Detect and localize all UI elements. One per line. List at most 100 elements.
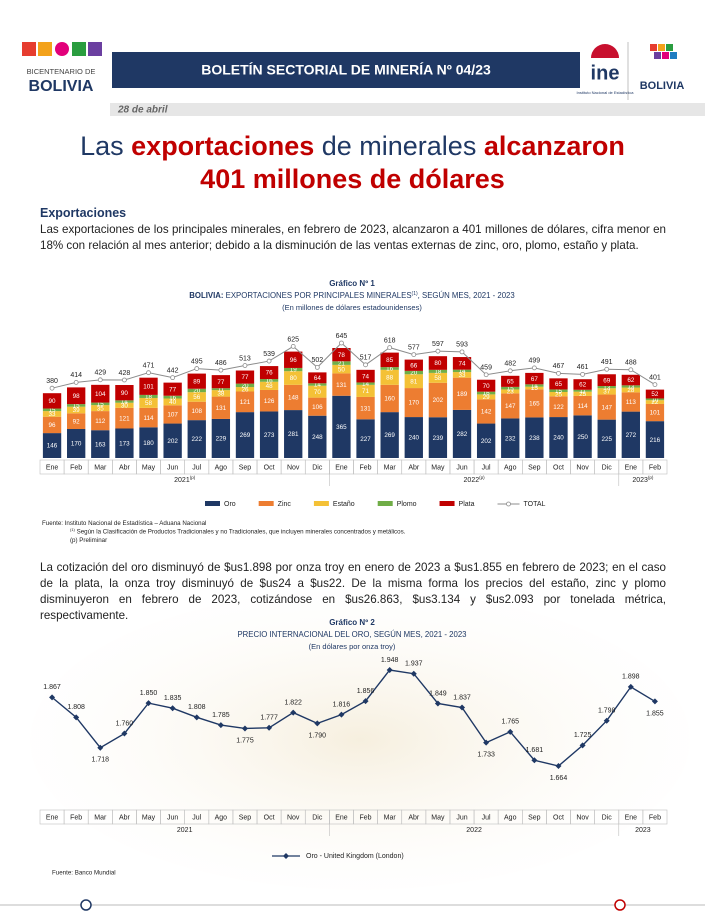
bar-segment — [476, 394, 496, 400]
bar-segment — [501, 389, 520, 394]
x-tick-label: Jun — [456, 814, 467, 821]
segment-label: 14 — [531, 383, 539, 390]
bar-segment — [42, 411, 62, 417]
segment-label: 101 — [143, 383, 154, 390]
total-marker — [387, 345, 393, 351]
x-tick-label: Abr — [119, 464, 131, 471]
bar-segment — [549, 378, 568, 390]
headline-part: 401 millones de dólares — [200, 164, 505, 194]
x-tick-label: Abr — [119, 814, 131, 821]
year-label-note: (p) — [648, 475, 654, 480]
x-tick-label: May — [142, 464, 156, 471]
segment-label: 33 — [49, 411, 57, 418]
total-label: 471 — [143, 363, 155, 370]
year-label: 2023 — [635, 827, 651, 834]
segment-label: 147 — [601, 404, 612, 411]
total-label: 499 — [529, 358, 541, 365]
bar-segment — [42, 433, 62, 458]
total-label: 618 — [384, 337, 396, 344]
segment-label: 202 — [167, 438, 178, 445]
segment-label: 121 — [119, 415, 130, 422]
bar-segment — [163, 395, 182, 399]
bar-segment — [621, 374, 640, 386]
price-marker — [169, 705, 176, 712]
segment-label: 104 — [95, 391, 106, 398]
bar-segment — [308, 415, 327, 458]
year-label: 2021 — [177, 827, 193, 834]
bar-segment — [573, 395, 592, 416]
segment-label: 25 — [579, 391, 587, 398]
segment-label: 25 — [555, 391, 563, 398]
x-tick-label: Abr — [408, 464, 420, 471]
year-label-text: 2021 — [177, 827, 193, 834]
total-line — [51, 342, 656, 389]
bar-segment — [211, 388, 231, 391]
segment-label: 21 — [338, 360, 346, 367]
segment-label: 282 — [457, 431, 468, 438]
bar-segment — [549, 392, 568, 397]
total-marker — [218, 367, 224, 373]
segment-label: 14 — [362, 381, 370, 388]
bar-segment — [452, 377, 472, 410]
total-label: 513 — [239, 355, 251, 362]
bar-segment — [163, 405, 182, 424]
segment-label: 225 — [601, 436, 612, 443]
bar-segment — [67, 429, 86, 458]
bar-segment — [597, 374, 616, 387]
segment-label: 14 — [459, 368, 467, 375]
segment-label: 222 — [191, 436, 202, 443]
x-tick-label: Feb — [70, 814, 82, 821]
source-note-text: (p) Preliminar — [70, 537, 107, 544]
segment-label: 78 — [338, 352, 346, 359]
bar-segment — [42, 408, 62, 412]
segment-label: 30 — [121, 402, 129, 409]
segment-label: 18 — [434, 369, 442, 376]
segment-label: 173 — [119, 440, 130, 447]
x-tick-label: Oct — [264, 464, 275, 471]
bar-segment — [452, 369, 472, 373]
segment-label: 16 — [386, 366, 394, 373]
segment-label: 131 — [336, 382, 347, 389]
price-marker — [531, 757, 538, 764]
price-marker — [193, 714, 200, 721]
x-tick-label: Oct — [553, 464, 564, 471]
source-note: (1) Según la Clasificación de Productos … — [70, 527, 406, 535]
headline-line: 401 millones de dólares — [0, 163, 705, 196]
price-marker — [386, 667, 393, 673]
segment-label: 23 — [507, 389, 515, 396]
total-marker — [507, 368, 513, 374]
x-tick-label: Jul — [482, 814, 491, 821]
price-label: 1.850 — [140, 690, 158, 697]
segment-label: 108 — [191, 408, 202, 415]
price-label: 1.816 — [333, 701, 351, 708]
segment-label: 38 — [217, 391, 225, 398]
segment-label: 92 — [73, 418, 81, 425]
legend-swatch — [377, 501, 393, 506]
segment-label: 10 — [651, 397, 659, 404]
bar-segment — [91, 405, 110, 412]
total-marker — [531, 365, 537, 371]
segment-label: 240 — [409, 435, 420, 442]
bar-segment — [549, 417, 568, 458]
x-tick-label: Mar — [384, 814, 397, 821]
segment-label: 20 — [410, 370, 418, 377]
price-marker — [627, 683, 634, 690]
price-marker — [266, 724, 273, 731]
segment-label: 121 — [240, 399, 251, 406]
segment-label: 269 — [384, 432, 395, 439]
section-heading: Exportaciones — [40, 206, 127, 220]
segment-label: 232 — [505, 435, 516, 442]
segment-label: 202 — [481, 438, 492, 445]
source-note: (p) Preliminar — [70, 537, 107, 544]
bar-segment — [163, 398, 182, 406]
segment-label: 20 — [193, 388, 201, 395]
bar-segment — [573, 391, 592, 396]
segment-label: 80 — [290, 375, 298, 382]
x-tick-label: Dic — [312, 814, 323, 821]
segment-label: 239 — [433, 435, 444, 442]
legend-label: TOTAL — [524, 501, 546, 508]
price-marker — [290, 709, 297, 716]
x-tick-label: Ago — [504, 464, 517, 471]
bar-segment — [621, 387, 640, 393]
total-marker — [628, 367, 634, 373]
